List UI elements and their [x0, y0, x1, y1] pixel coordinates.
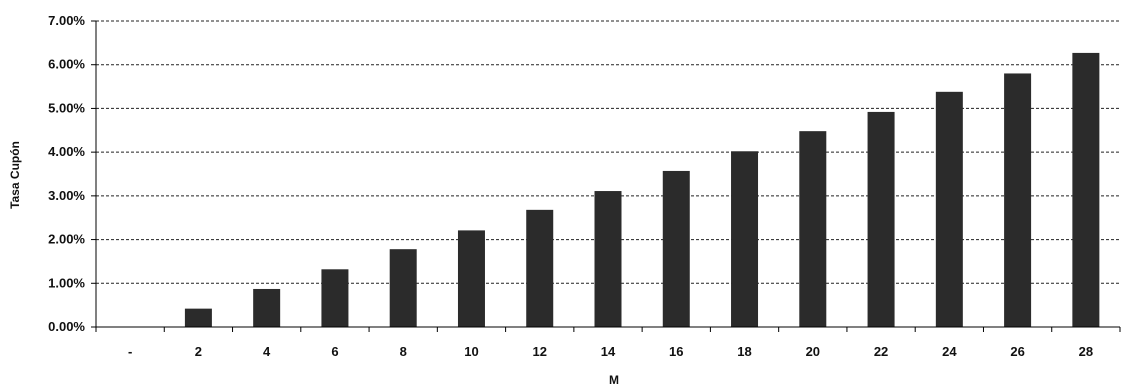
bar — [935, 91, 963, 328]
bar — [526, 209, 554, 327]
x-axis-title: M — [609, 373, 619, 387]
x-tick-label: 22 — [874, 344, 888, 359]
y-tick-label: 6.00% — [48, 57, 85, 72]
y-tick-label: 2.00% — [48, 232, 85, 247]
x-tick-label: 20 — [806, 344, 820, 359]
x-tick-label: 26 — [1010, 344, 1024, 359]
bar — [184, 308, 212, 327]
bar — [457, 230, 485, 327]
x-tick-label: 16 — [669, 344, 683, 359]
x-tick-label: 24 — [942, 344, 957, 359]
y-tick-label: 1.00% — [48, 275, 85, 290]
bar — [1004, 73, 1032, 327]
bar — [594, 191, 622, 327]
y-tick-label: 3.00% — [48, 188, 85, 203]
x-tick-label: 14 — [601, 344, 616, 359]
y-tick-label: 4.00% — [48, 144, 85, 159]
bar — [867, 111, 895, 327]
x-tick-label: 8 — [400, 344, 407, 359]
x-tick-labels: -2 4 6 8 10 12 14 16 18 20 22 24 26 28 — [128, 344, 1093, 359]
bar — [1072, 52, 1100, 327]
x-tick-label: 10 — [464, 344, 478, 359]
x-tick-label: 12 — [532, 344, 546, 359]
x-tick-label: - — [128, 344, 132, 359]
bars — [184, 52, 1100, 328]
y-tick-label: 7.00% — [48, 13, 85, 28]
x-tick-label: 6 — [331, 344, 338, 359]
bar — [662, 170, 690, 327]
y-tick-label: 5.00% — [48, 100, 85, 115]
axes — [91, 20, 1121, 332]
x-tick-label: 4 — [263, 344, 271, 359]
bar — [253, 288, 281, 327]
x-tick-label: 2 — [195, 344, 202, 359]
y-tick-labels: 0.00% 1.00% 2.00% 3.00% 4.00% 5.00% 6.00% 7.00% — [48, 13, 85, 334]
bar — [321, 269, 349, 327]
x-tick-label: 28 — [1079, 344, 1093, 359]
x-tick-label: 18 — [737, 344, 751, 359]
y-axis-title: Tasa Cupón — [8, 141, 22, 209]
bar — [389, 249, 417, 327]
y-tick-label: 0.00% — [48, 319, 85, 334]
bar — [731, 151, 759, 327]
bar — [799, 131, 827, 327]
